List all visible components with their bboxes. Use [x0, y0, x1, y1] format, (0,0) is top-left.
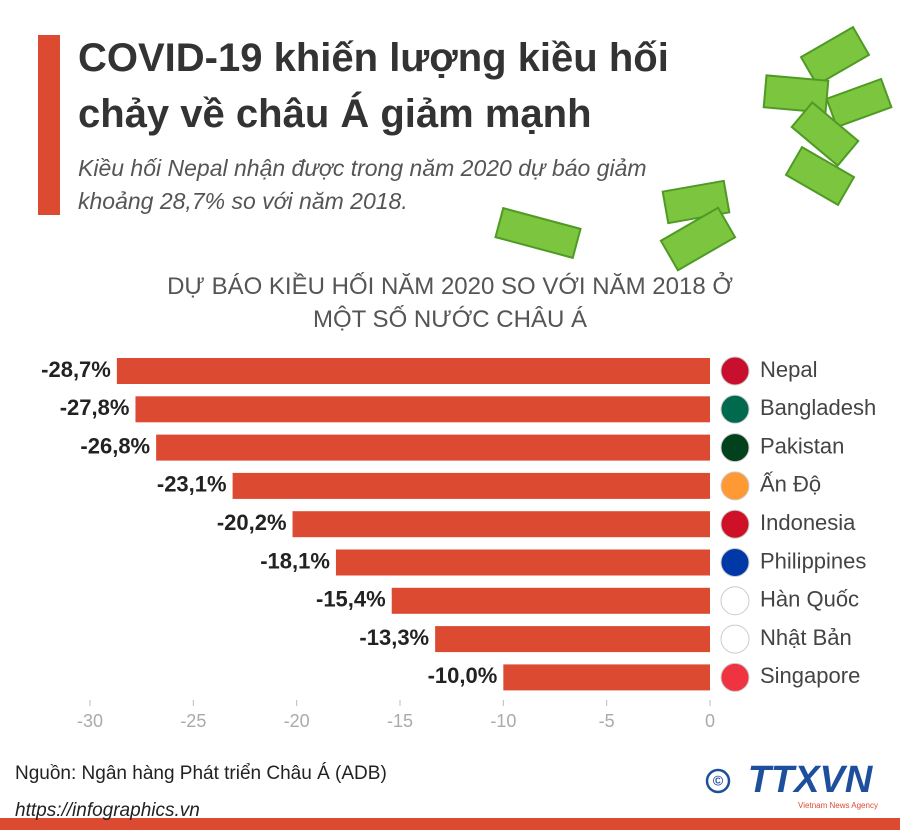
category-label: Philippines: [760, 548, 866, 573]
bar: [156, 434, 711, 461]
flag: [720, 586, 750, 616]
source: Nguồn: Ngân hàng Phát triển Châu Á (ADB): [15, 763, 387, 784]
flag: [720, 548, 750, 577]
logo-sub: Vietnam News Agency: [798, 801, 878, 810]
category-label: Nepal: [760, 357, 817, 382]
value-label: -23,1%: [157, 472, 227, 497]
chart-title: DỰ BÁO KIỀU HỐI NĂM 2020 SO VỚI NĂM 2018…: [167, 273, 733, 333]
flag: [720, 433, 750, 463]
bar: [292, 511, 710, 538]
category-label: Indonesia: [760, 510, 856, 535]
flag: [720, 624, 750, 654]
value-label: -13,3%: [359, 625, 429, 650]
bar: [435, 626, 710, 653]
x-tick-label: -30: [77, 711, 103, 731]
x-tick-label: -5: [599, 711, 615, 731]
flag: [720, 662, 750, 692]
money-decoration: [494, 25, 893, 272]
value-label: -20,2%: [217, 510, 287, 535]
category-label: Singapore: [760, 663, 860, 688]
bar: [135, 396, 710, 423]
footer-strip: [0, 818, 900, 830]
x-tick-label: 0: [705, 711, 715, 731]
bar: [335, 549, 710, 576]
subtitle: Kiều hối Nepal nhận được trong năm 2020 …: [78, 155, 647, 214]
flag: [720, 509, 750, 539]
bar: [503, 664, 710, 691]
flag: [720, 394, 750, 424]
x-tick-label: -20: [284, 711, 310, 731]
bar: [116, 358, 710, 384]
value-label: -15,4%: [316, 587, 386, 612]
x-tick-label: -15: [387, 711, 413, 731]
copyright-ring: [705, 768, 731, 794]
value-label: -10,0%: [428, 663, 498, 688]
category-label: Pakistan: [760, 433, 844, 458]
flag: [720, 471, 750, 501]
value-label: -27,8%: [60, 395, 130, 420]
flag: [720, 356, 750, 386]
category-label: Nhật Bản: [760, 625, 852, 650]
accent-bar: [38, 35, 60, 215]
category-label: Bangladesh: [760, 395, 876, 420]
copyright: ©: [713, 773, 724, 789]
bar: [391, 587, 710, 614]
value-label: -18,1%: [260, 548, 330, 573]
value-label: -26,8%: [80, 433, 150, 458]
value-label: -28,7%: [41, 357, 111, 382]
title: COVID-19 khiến lượng kiều hối chảy về ch…: [78, 36, 669, 136]
x-tick-label: -10: [490, 711, 516, 731]
category-label: Ấn Độ: [760, 472, 821, 497]
x-tick-label: -25: [180, 711, 206, 731]
url: https://infographics.vn: [15, 800, 200, 821]
logo: TTXVN: [748, 759, 874, 801]
bar: [232, 472, 710, 499]
category-label: Hàn Quốc: [760, 587, 859, 612]
